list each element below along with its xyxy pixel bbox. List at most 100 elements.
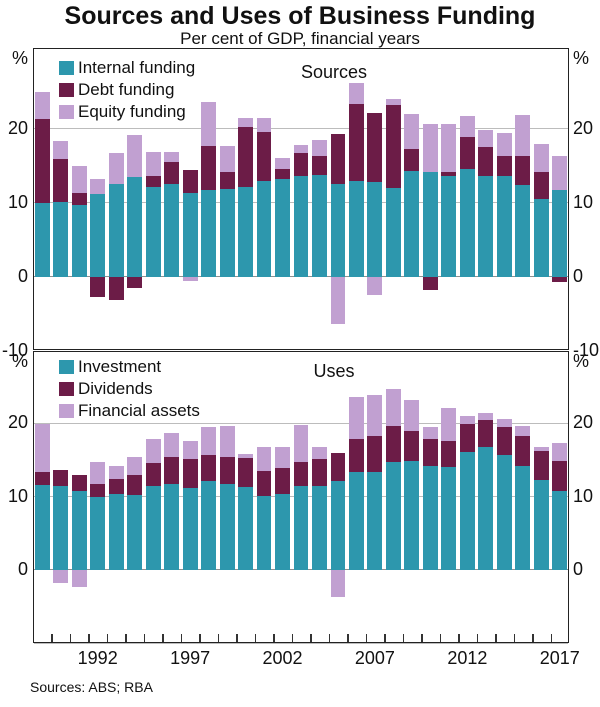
bar-segment-financial-assets xyxy=(552,442,568,461)
y-tick-label-left: 20 xyxy=(7,117,28,138)
bar-segment-investment xyxy=(552,490,568,570)
panel-title-sources: Sources xyxy=(300,62,368,82)
bar-segment-investment xyxy=(459,451,475,570)
bar-segment-debt-funding xyxy=(71,192,87,206)
y-tick-label-right: 10 xyxy=(573,485,594,506)
bar-segment-equity-funding xyxy=(275,157,290,169)
panel-title-uses: Uses xyxy=(313,361,355,381)
zero-line xyxy=(34,569,568,571)
x-tick-mark xyxy=(199,634,201,642)
bar-segment-financial-assets xyxy=(441,408,457,441)
x-tick-mark xyxy=(236,634,238,642)
bar-segment-financial-assets xyxy=(515,426,531,437)
bar-segment-investment xyxy=(201,481,217,570)
y-tick-label-left: 10 xyxy=(7,485,28,506)
bar-segment-debt-funding xyxy=(182,170,198,193)
bar-segment-financial-assets xyxy=(422,426,438,440)
bar-segment-financial-assets xyxy=(164,433,180,457)
bar-segment-dividends xyxy=(349,439,364,473)
y-tick-label-right: 20 xyxy=(573,117,594,138)
x-tick-mark xyxy=(365,634,368,642)
bar-segment-equity-funding xyxy=(201,102,217,146)
bar-segment-financial-assets xyxy=(219,426,235,457)
bar-segment-financial-assets xyxy=(496,419,512,427)
bar-segment-investment xyxy=(330,481,346,570)
bar-segment-dividends xyxy=(201,455,217,482)
legend-item: Financial assets xyxy=(59,400,200,422)
x-tick-mark xyxy=(384,634,386,642)
bar-segment-investment xyxy=(515,466,531,570)
bar-segment-internal-funding xyxy=(552,190,568,277)
legend-uses: Investment Dividends Financial assets xyxy=(59,356,200,422)
bar-segment-dividends xyxy=(496,426,512,456)
x-tick-mark xyxy=(347,634,349,642)
bar-segment-internal-funding xyxy=(441,175,457,277)
bar-segment-financial-assets xyxy=(108,466,124,479)
legend-label: Investment xyxy=(78,357,162,376)
x-tick-mark xyxy=(51,634,53,642)
x-tick-mark xyxy=(125,634,127,642)
bar-segment-equity-funding xyxy=(422,123,438,172)
gridline xyxy=(34,642,568,644)
x-tick-mark xyxy=(88,634,90,642)
x-tick-mark xyxy=(217,634,220,642)
bar-segment-debt-funding xyxy=(201,145,217,191)
x-tick-mark xyxy=(421,634,423,642)
bar-segment-investment xyxy=(34,484,50,570)
bar-segment-internal-funding xyxy=(496,175,512,277)
bar-segment-internal-funding xyxy=(127,177,143,277)
bar-segment-debt-funding xyxy=(441,171,457,176)
bar-segment-internal-funding xyxy=(108,183,124,277)
bar-segment-debt-funding xyxy=(256,131,272,182)
bar-segment-debt-funding xyxy=(552,276,568,283)
bar-segment-dividends xyxy=(71,475,87,492)
bar-segment-debt-funding xyxy=(34,118,50,203)
bar-segment-investment xyxy=(145,486,161,570)
y-tick-label-left: 10 xyxy=(7,191,28,212)
bar-segment-dividends xyxy=(164,456,180,485)
x-tick-mark xyxy=(439,634,442,642)
bar-segment-financial-assets xyxy=(404,400,420,431)
bar-segment-financial-assets xyxy=(182,440,198,460)
bar-segment-investment xyxy=(404,461,420,570)
bar-segment-financial-assets xyxy=(53,569,69,584)
bar-segment-dividends xyxy=(385,426,401,463)
bar-segment-debt-funding xyxy=(533,171,549,199)
bar-segment-investment xyxy=(90,497,106,570)
x-tick-label: 2007 xyxy=(354,648,395,668)
bar-segment-debt-funding xyxy=(238,126,253,188)
source-note: Sources: ABS; RBA xyxy=(30,679,153,695)
bar-segment-equity-funding xyxy=(164,151,180,163)
bar-segment-investment xyxy=(53,485,69,570)
bar-segment-equity-funding xyxy=(367,276,383,296)
bar-segment-debt-funding xyxy=(219,171,235,189)
bar-segment-dividends xyxy=(552,460,568,491)
chart-subtitle: Per cent of GDP, financial years xyxy=(180,29,420,48)
bar-segment-dividends xyxy=(108,478,124,495)
bar-segment-dividends xyxy=(404,430,420,462)
bar-segment-debt-funding xyxy=(127,276,143,289)
y-tick-label-left: 0 xyxy=(17,265,28,286)
bar-segment-dividends xyxy=(256,470,272,496)
bar-segment-equity-funding xyxy=(478,129,494,147)
bar-segment-dividends xyxy=(238,457,253,487)
y-tick-label-right: 0 xyxy=(573,558,584,579)
bar-segment-dividends xyxy=(34,472,50,485)
bar-segment-equity-funding xyxy=(385,99,401,106)
y-tick-label-left: % xyxy=(11,48,28,68)
bar-segment-financial-assets xyxy=(275,447,290,468)
bar-segment-equity-funding xyxy=(441,123,457,172)
bar-segment-debt-funding xyxy=(349,103,364,182)
bar-segment-internal-funding xyxy=(515,185,531,277)
bar-segment-investment xyxy=(164,484,180,570)
y-tick-label-left: -10 xyxy=(1,340,28,360)
bar-segment-financial-assets xyxy=(293,425,309,463)
legend-item: Internal funding xyxy=(59,57,195,79)
legend-item: Equity funding xyxy=(59,101,195,123)
bar-segment-internal-funding xyxy=(71,205,87,277)
y-tick-label-left: % xyxy=(11,351,28,371)
legend-swatch-financial-assets xyxy=(59,404,74,418)
bar-segment-equity-funding xyxy=(71,165,87,193)
bar-segment-internal-funding xyxy=(293,175,309,277)
bar-segment-equity-funding xyxy=(533,144,549,172)
